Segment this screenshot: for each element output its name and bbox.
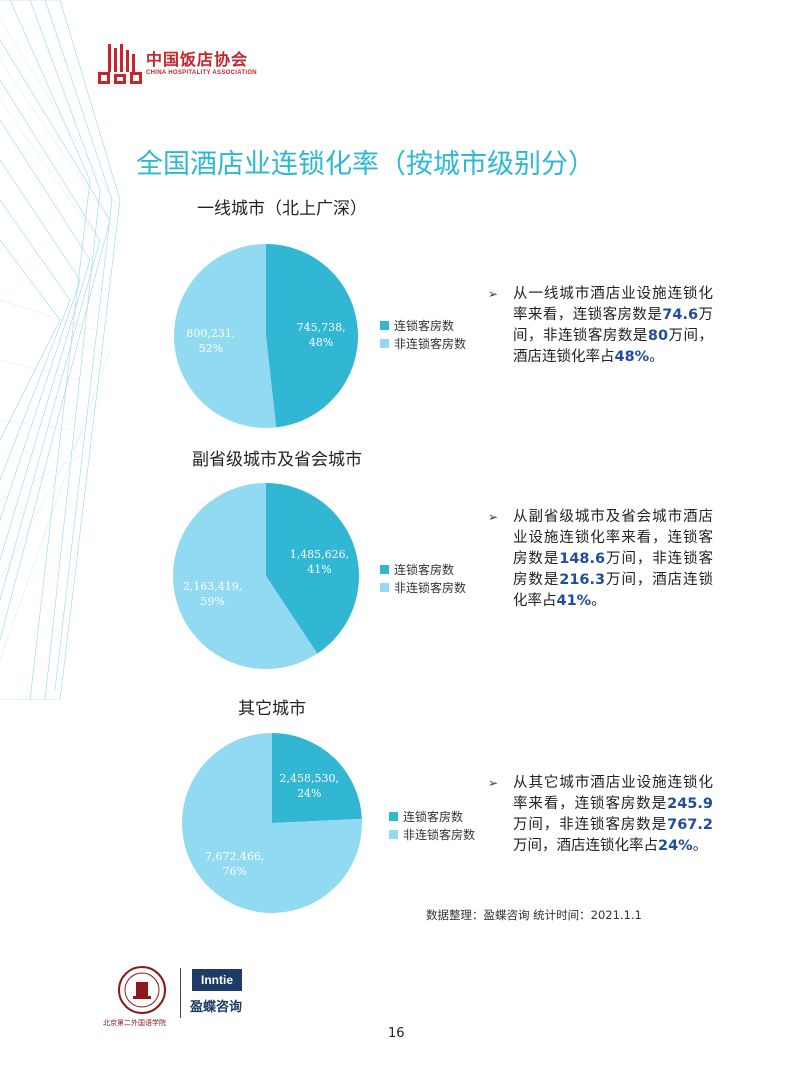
hotel-association-logo	[98, 44, 142, 84]
pie-value-label: 745,738,	[297, 321, 346, 334]
nonchain-swatch	[380, 582, 389, 592]
legend-label: 非连锁客房数	[403, 827, 476, 842]
legend-label: 非连锁客房数	[394, 336, 467, 351]
pie-percent-label: 24%	[297, 787, 321, 800]
pie-slice-chain	[266, 244, 358, 428]
legend-tier1: 连锁客房数 非连锁客房数	[380, 316, 466, 352]
pie-percent-label: 76%	[222, 865, 246, 878]
chain-swatch	[380, 320, 389, 330]
pie-value-label: 7,672,466,	[205, 850, 264, 863]
pie-percent-label: 48%	[309, 336, 333, 349]
legend-item-nonchain: 非连锁客房数	[389, 825, 475, 843]
university-name: 北京第二外国语学院	[103, 1019, 166, 1027]
pie-value-label: 1,485,626,	[290, 548, 349, 561]
legend-tier2: 连锁客房数 非连锁客房数	[380, 560, 466, 596]
section-title-tier2: 副省级城市及省会城市	[192, 450, 362, 470]
section-title-tier1: 一线城市（北上广深）	[197, 199, 367, 219]
arrow-bullet-icon: ➢	[488, 287, 499, 301]
nonchain-swatch	[389, 829, 398, 839]
pie-value-label: 800,231,	[186, 327, 235, 340]
data-source: 数据整理：盈蝶咨询 统计时间：2021.1.1	[426, 908, 642, 922]
pie-value-label: 2,163,419,	[183, 580, 242, 593]
logo-english: CHINA HOSPITALITY ASSOCIATION	[146, 70, 257, 76]
pie-slice-nonchain	[182, 733, 362, 913]
section-title-tier3: 其它城市	[238, 699, 306, 719]
inntie-logo: Inntie	[192, 969, 242, 991]
legend-label: 连锁客房数	[394, 318, 455, 333]
inntie-cn-name: 盈蝶咨询	[190, 1000, 243, 1015]
legend-label: 连锁客房数	[394, 562, 455, 577]
note-tier3: ➢ 从其它城市酒店业设施连锁化率来看，连锁客房数是245.9万间，非连锁客房数是…	[488, 775, 713, 854]
university-seal-icon	[118, 966, 166, 1014]
legend-item-chain: 连锁客房数	[389, 807, 475, 825]
pie-chart-tier1: 745,738, 48% 800,231, 52%	[173, 244, 358, 428]
pie-slice-nonchain	[173, 483, 318, 669]
pie-percent-label: 41%	[307, 563, 331, 576]
arrow-bullet-icon: ➢	[488, 776, 499, 790]
note-tier2: ➢ 从副省级城市及省会城市酒店业设施连锁化率来看，连锁客房数是148.6万间，非…	[488, 509, 714, 609]
page-title: 全国酒店业连锁化率（按城市级别分）	[136, 149, 595, 180]
logo-chinese: 中国饭店协会	[146, 50, 249, 69]
pie-slice-nonchain	[173, 244, 277, 428]
footer-divider	[180, 968, 181, 1018]
pie-value-label: 2,458,530,	[280, 772, 339, 785]
legend-item-nonchain: 非连锁客房数	[380, 334, 466, 352]
legend-label: 连锁客房数	[403, 809, 464, 824]
chain-swatch	[389, 811, 398, 821]
arrow-bullet-icon: ➢	[488, 510, 499, 524]
pie-chart-tier2: 1,485,626, 41% 2,163,419, 59%	[173, 483, 359, 669]
legend-label: 非连锁客房数	[394, 580, 467, 595]
legend-item-chain: 连锁客房数	[380, 560, 466, 578]
pie-percent-label: 59%	[200, 595, 224, 608]
decorative-wireframe	[0, 0, 121, 700]
chain-swatch	[380, 564, 389, 574]
pie-chart-tier3: 2,458,530, 24% 7,672,466, 76%	[182, 733, 362, 913]
pie-slice-chain	[272, 733, 362, 823]
legend-item-nonchain: 非连锁客房数	[380, 578, 466, 596]
legend-item-chain: 连锁客房数	[380, 316, 466, 334]
pie-slice-chain	[266, 483, 359, 654]
pie-percent-label: 52%	[199, 342, 223, 355]
nonchain-swatch	[380, 338, 389, 348]
page-number: 16	[388, 1026, 405, 1041]
legend-tier3: 连锁客房数 非连锁客房数	[389, 807, 475, 843]
note-tier1: ➢ 从一线城市酒店业设施连锁化率来看，连锁客房数是74.6万间，非连锁客房数是8…	[488, 286, 714, 365]
